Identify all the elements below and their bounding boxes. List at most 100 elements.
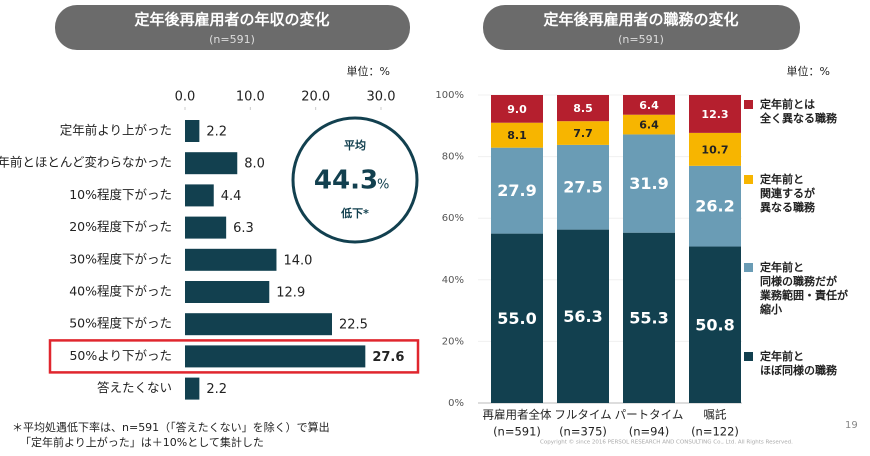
average-label: 平均 (344, 138, 366, 152)
value-label: 56.3 (563, 307, 602, 326)
value-label: 6.4 (639, 119, 659, 132)
y-tick-label: 20% (442, 336, 464, 347)
page-number: 19 (845, 420, 858, 431)
title-pill (55, 5, 410, 50)
chart-title: 定年後再雇用者の職務の変化 (543, 11, 738, 29)
unit-label: 単位：% (787, 64, 830, 78)
bar (185, 216, 227, 239)
x-tick-label: 30.0 (367, 90, 396, 105)
value-label: 10.7 (701, 143, 728, 156)
value-label: 50.8 (695, 315, 734, 334)
bar-segment (689, 132, 741, 166)
y-tick-label: 100% (435, 90, 464, 101)
value-label: 8.5 (573, 102, 593, 115)
average-value: 44.3 (314, 166, 378, 196)
bar (185, 345, 366, 368)
bar-segment (557, 229, 609, 403)
footnote: ＊平均処遇低下率は、n=591（「答えたくない」を除く）で算出 (12, 420, 330, 434)
bar-segment (689, 246, 741, 403)
title-pill (483, 5, 800, 50)
x-tick-note: (n=122) (691, 425, 739, 439)
average-unit: % (377, 178, 389, 193)
bar-segment (557, 121, 609, 145)
x-tick-label: パートタイム (615, 408, 684, 422)
category-label: 50%より下がった (69, 348, 172, 363)
average-circle (291, 116, 419, 244)
value-label: 12.9 (276, 286, 305, 301)
bar (185, 313, 332, 336)
y-tick-label: 0% (448, 398, 464, 409)
x-tick-note: (n=94) (629, 425, 670, 439)
value-label: 31.9 (629, 174, 668, 193)
footnote: 「定年前より上がった」は＋10%として集計した (20, 435, 264, 449)
value-label: 55.0 (497, 309, 536, 328)
bar-segment (623, 95, 675, 115)
bar (185, 281, 270, 303)
chart-subtitle: (n=591) (618, 33, 664, 46)
bar-segment (623, 134, 675, 233)
chart-title: 定年後再雇用者の年収の変化 (134, 11, 329, 29)
bar-segment (491, 95, 543, 123)
highlight-box (48, 339, 420, 374)
value-label: 55.3 (629, 308, 668, 327)
value-label: 27.5 (563, 178, 602, 197)
bar (185, 152, 238, 175)
legend-swatch (744, 352, 753, 361)
bar (185, 184, 214, 207)
copyright: Copyright © since 2016 PERSOL RESEARCH A… (540, 439, 793, 446)
bar-segment (689, 165, 741, 247)
x-tick-note: (n=591) (493, 425, 541, 439)
value-label: 4.4 (221, 189, 242, 204)
bar-segment (623, 232, 675, 403)
value-label: 8.0 (244, 157, 265, 172)
legend-label: 定年前と 同様の職務だが 業務範囲・責任が 縮小 (760, 261, 848, 316)
value-label: 26.2 (695, 197, 734, 216)
category-label: 30%程度下がった (69, 251, 172, 266)
category-label: 定年前とほとんど変わらなかった (0, 155, 172, 170)
x-tick-note: (n=375) (559, 425, 607, 439)
category-label: 答えたくない (97, 380, 172, 395)
category-label: 定年前より上がった (60, 123, 172, 138)
bar-segment (557, 144, 609, 230)
legend-label: 定年前と 関連するが 異なる職務 (760, 173, 815, 214)
bar-segment (491, 233, 543, 403)
category-label: 40%程度下がった (69, 284, 172, 299)
value-label: 2.2 (206, 382, 227, 397)
x-tick-label: 0.0 (175, 90, 196, 105)
legend-swatch (744, 263, 753, 272)
value-label: 14.0 (283, 253, 312, 268)
bar-segment (689, 95, 741, 133)
bar (185, 377, 200, 400)
bar-segment (557, 95, 609, 122)
value-label: 22.5 (339, 318, 368, 333)
x-tick-label: 20.0 (301, 90, 330, 105)
legend-swatch (744, 100, 753, 109)
category-label: 50%程度下がった (69, 316, 172, 331)
bar (185, 248, 277, 271)
bar-segment (623, 114, 675, 135)
unit-label: 単位：% (347, 64, 390, 78)
value-label: 8.1 (507, 129, 527, 142)
category-label: 10%程度下がった (69, 187, 172, 202)
x-tick-label: 嘱託 (704, 408, 727, 422)
y-tick-label: 80% (442, 152, 464, 163)
legend-label: 定年前と ほぼ同様の職務 (760, 350, 837, 377)
bar (185, 120, 200, 142)
legend-swatch (744, 175, 753, 184)
value-label: 7.7 (573, 127, 593, 140)
value-label: 2.2 (206, 125, 227, 140)
value-label: 27.9 (497, 181, 536, 200)
x-tick-label: 再雇用者全体 (483, 408, 552, 422)
average-note: 低下* (340, 206, 369, 220)
y-tick-label: 60% (442, 213, 464, 224)
value-label: 12.3 (701, 108, 728, 121)
bar-segment (491, 147, 543, 234)
value-label: 6.3 (233, 221, 254, 236)
chart-subtitle: (n=591) (209, 33, 255, 46)
y-tick-label: 40% (442, 275, 464, 286)
value-label: 9.0 (507, 103, 527, 116)
legend-label: 定年前とは 全く異なる職務 (760, 98, 837, 125)
category-label: 20%程度下がった (69, 219, 172, 234)
